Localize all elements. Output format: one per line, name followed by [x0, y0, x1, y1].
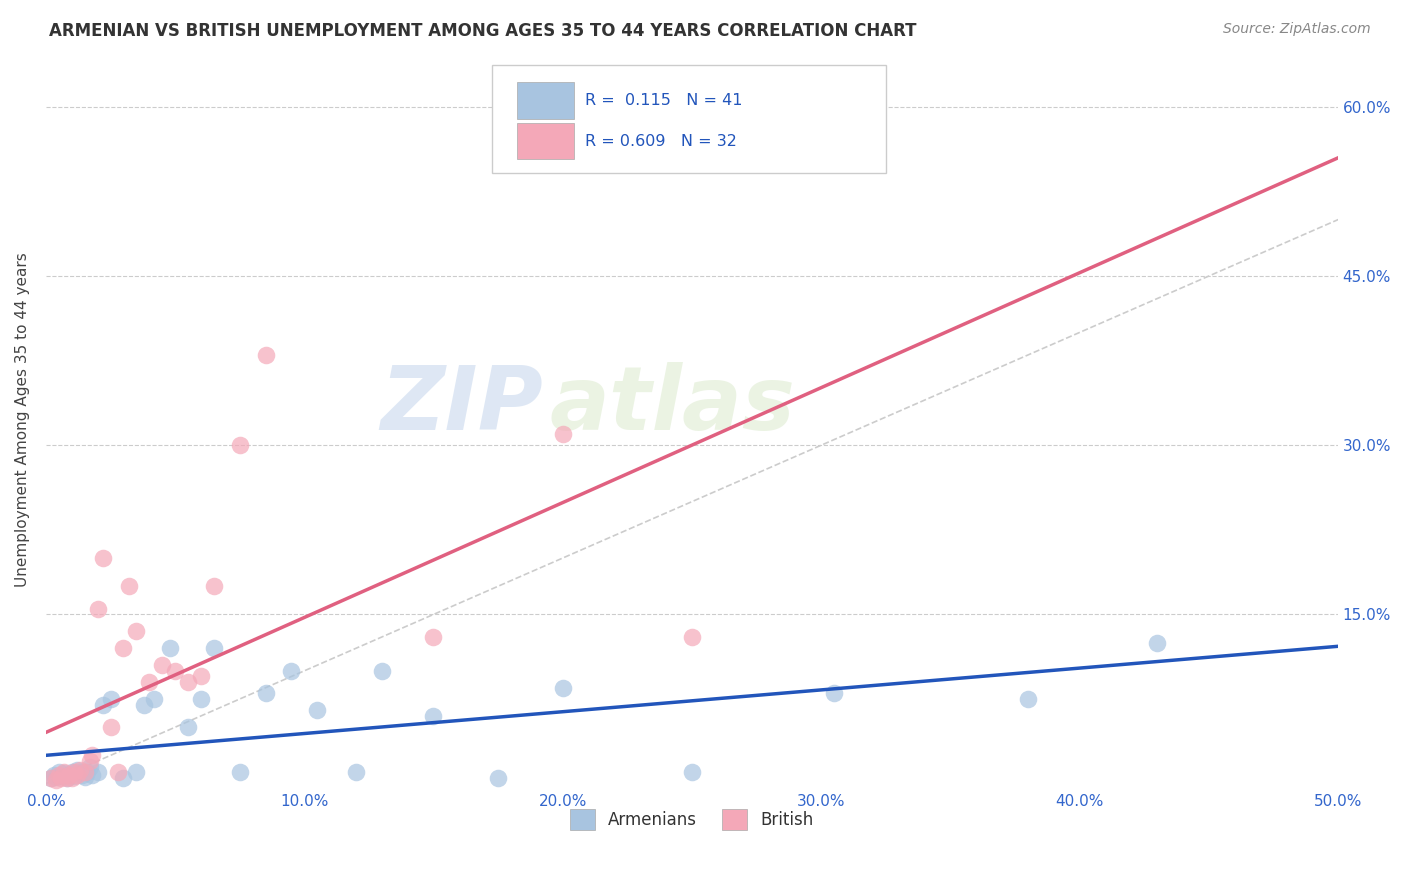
Text: R = 0.609   N = 32: R = 0.609 N = 32	[585, 134, 737, 149]
Point	[551, 427, 574, 442]
Point	[117, 579, 139, 593]
Point	[138, 675, 160, 690]
Point	[69, 763, 91, 777]
Point	[681, 630, 703, 644]
Point	[681, 765, 703, 780]
Text: Source: ZipAtlas.com: Source: ZipAtlas.com	[1223, 22, 1371, 37]
FancyBboxPatch shape	[517, 82, 574, 119]
Point	[45, 773, 67, 788]
Point	[125, 624, 148, 639]
Point	[202, 579, 225, 593]
Point	[48, 765, 70, 780]
Text: ZIP: ZIP	[381, 361, 543, 449]
Point	[82, 767, 104, 781]
Point	[55, 771, 77, 785]
Point	[60, 771, 83, 785]
Text: atlas: atlas	[550, 361, 796, 449]
Point	[100, 720, 122, 734]
Point	[76, 765, 98, 780]
Point	[551, 681, 574, 695]
FancyBboxPatch shape	[492, 65, 886, 172]
Point	[55, 771, 77, 785]
Point	[228, 765, 250, 780]
Point	[228, 438, 250, 452]
Point	[100, 692, 122, 706]
Point	[280, 664, 302, 678]
Point	[45, 770, 67, 784]
Point	[58, 767, 80, 781]
Point	[42, 767, 65, 781]
Point	[63, 765, 86, 780]
Point	[73, 765, 96, 780]
Point	[91, 551, 114, 566]
Point	[1146, 635, 1168, 649]
Y-axis label: Unemployment Among Ages 35 to 44 years: Unemployment Among Ages 35 to 44 years	[15, 252, 30, 587]
Point	[422, 630, 444, 644]
Point	[112, 641, 135, 656]
Point	[422, 709, 444, 723]
Point	[254, 348, 277, 362]
Point	[190, 692, 212, 706]
Text: ARMENIAN VS BRITISH UNEMPLOYMENT AMONG AGES 35 TO 44 YEARS CORRELATION CHART: ARMENIAN VS BRITISH UNEMPLOYMENT AMONG A…	[49, 22, 917, 40]
Point	[73, 770, 96, 784]
Point	[134, 698, 156, 712]
Point	[86, 765, 108, 780]
Point	[39, 771, 62, 785]
Point	[307, 703, 329, 717]
Point	[91, 698, 114, 712]
Point	[53, 766, 76, 780]
Text: R =  0.115   N = 41: R = 0.115 N = 41	[585, 93, 742, 108]
Point	[69, 765, 91, 780]
Point	[125, 765, 148, 780]
Point	[63, 769, 86, 783]
Point	[177, 720, 200, 734]
Point	[60, 765, 83, 780]
Point	[143, 692, 166, 706]
Point	[159, 641, 181, 656]
Point	[486, 771, 509, 785]
Point	[39, 771, 62, 785]
Point	[177, 675, 200, 690]
Point	[70, 767, 93, 781]
Point	[53, 765, 76, 780]
Point	[1017, 692, 1039, 706]
Point	[254, 686, 277, 700]
Point	[79, 759, 101, 773]
Point	[823, 686, 845, 700]
Point	[150, 658, 173, 673]
Legend: Armenians, British: Armenians, British	[564, 803, 821, 837]
Point	[66, 767, 89, 781]
Point	[51, 769, 73, 783]
Point	[165, 664, 187, 678]
Point	[58, 767, 80, 781]
Point	[371, 664, 394, 678]
Point	[86, 602, 108, 616]
Point	[66, 763, 89, 777]
Point	[190, 669, 212, 683]
Point	[82, 748, 104, 763]
Point	[48, 767, 70, 781]
Point	[202, 641, 225, 656]
Point	[79, 754, 101, 768]
FancyBboxPatch shape	[517, 123, 574, 160]
Point	[344, 765, 367, 780]
Point	[51, 771, 73, 785]
Point	[112, 771, 135, 785]
Point	[107, 765, 129, 780]
